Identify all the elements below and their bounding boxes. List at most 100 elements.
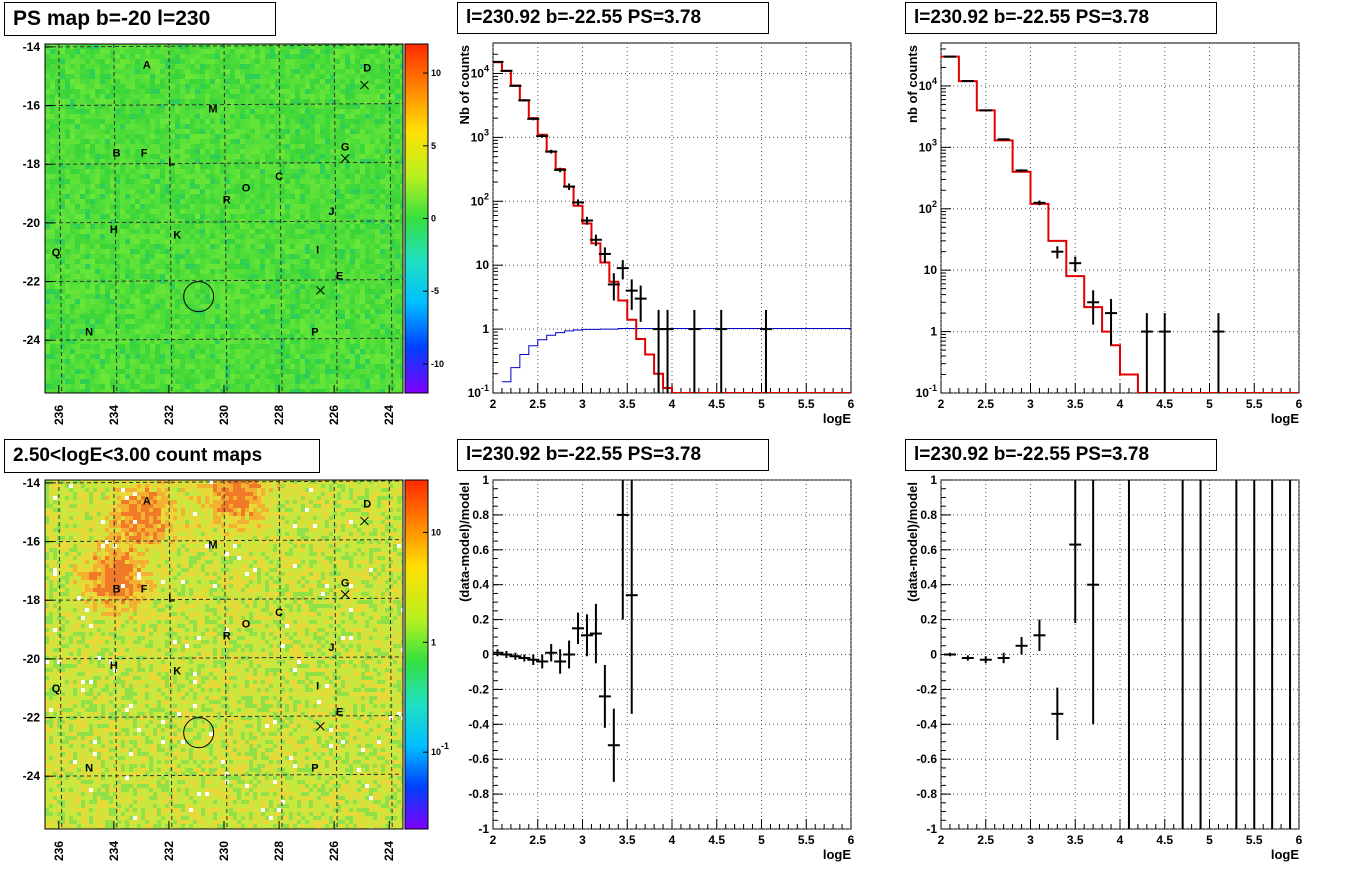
map_ps-pixel [255, 124, 260, 129]
map_ps-pixel [200, 319, 205, 324]
map_ps-pixel [250, 379, 255, 384]
map_ps-pixel [310, 244, 315, 249]
map_ps-pixel [45, 134, 50, 139]
map_ps-pixel [355, 169, 360, 174]
map_ps-pixel [305, 369, 310, 374]
map_ps-pixel [200, 84, 205, 89]
map_ps-pixel [280, 299, 285, 304]
map_ps-pixel [270, 244, 275, 249]
map_ps-pixel [275, 304, 280, 309]
map_ps-pixel [55, 254, 60, 259]
map_ps-pixel [225, 179, 230, 184]
map_ps-pixel [115, 239, 120, 244]
map_ps-pixel [280, 309, 285, 314]
map_ps-pixel [375, 274, 380, 279]
map_ps-pixel [185, 79, 190, 84]
map_ps-pixel [50, 169, 55, 174]
map_ps-pixel [110, 109, 115, 114]
map_ps-pixel [100, 284, 105, 289]
map_ps-pixel [290, 329, 295, 334]
map_ps-pixel [190, 144, 195, 149]
map_ps-pixel [275, 99, 280, 104]
map_ps-pixel [125, 219, 130, 224]
map_ps-pixel [350, 294, 355, 299]
map_ps-pixel [365, 169, 370, 174]
map_ps-pixel [290, 69, 295, 74]
map_ps-pixel [175, 154, 180, 159]
map_ps-pixel [325, 379, 330, 384]
map_ps-pixel [370, 364, 375, 369]
map_ps-pixel [330, 184, 335, 189]
map_ps-pixel [110, 199, 115, 204]
map_ps-pixel [255, 94, 260, 99]
map_ps-pixel [85, 244, 90, 249]
map_ps-pixel [340, 49, 345, 54]
map_ps-pixel [125, 79, 130, 84]
map_ps-pixel [125, 359, 130, 364]
map_ps-pixel [75, 269, 80, 274]
map_ps-pixel [340, 289, 345, 294]
map_ps-pixel [140, 94, 145, 99]
map_ps-pixel [255, 359, 260, 364]
map_ps-pixel [80, 99, 85, 104]
map_ps-pixel [75, 344, 80, 349]
map_ps-pixel [395, 234, 400, 239]
map_ps-pixel [205, 359, 210, 364]
map_ps-pixel [310, 254, 315, 259]
map_ps-pixel [90, 354, 95, 359]
map_ps-pixel [45, 264, 50, 269]
map_ps-pixel [155, 224, 160, 229]
map_ps-pixel [365, 284, 370, 289]
map_ps-pixel [395, 149, 400, 154]
map_ps-pixel [250, 279, 255, 284]
map_ps-pixel [295, 299, 300, 304]
map_ps-pixel [95, 164, 100, 169]
map_ps-pixel [280, 254, 285, 259]
map_ps-pixel [95, 94, 100, 99]
map_ps-pixel [380, 94, 385, 99]
map_ps-pixel [285, 179, 290, 184]
map_ps-pixel [305, 79, 310, 84]
map_ps-pixel [290, 199, 295, 204]
map_ps-pixel [115, 329, 120, 334]
map_ps-pixel [215, 114, 220, 119]
map_ps-pixel [120, 209, 125, 214]
map_ps-pixel [255, 214, 260, 219]
map_ps-pixel [190, 224, 195, 229]
map_ps-pixel [175, 144, 180, 149]
map_ps-pixel [260, 369, 265, 374]
map_ps-pixel [295, 384, 300, 389]
map_ps-pixel [270, 209, 275, 214]
map_ps-pixel [210, 149, 215, 154]
map_ps-pixel [250, 374, 255, 379]
map_ps-pixel [320, 94, 325, 99]
map_ps-pixel [100, 344, 105, 349]
map_ps-pixel [185, 194, 190, 199]
map_ps-pixel [185, 114, 190, 119]
map_ps-pixel [300, 69, 305, 74]
map_ps-pixel [295, 114, 300, 119]
map_ps-pixel [230, 174, 235, 179]
map_ps-pixel [350, 219, 355, 224]
map_ps-pixel [195, 329, 200, 334]
map_ps-pixel [385, 219, 390, 224]
map_ps-pixel [200, 329, 205, 334]
map_ps-pixel [145, 49, 150, 54]
map_ps-pixel [370, 179, 375, 184]
map_ps-pixel [165, 274, 170, 279]
map_ps-pixel [305, 364, 310, 369]
map_ps-pixel [175, 344, 180, 349]
map_ps-pixel [400, 209, 403, 214]
map_ps-pixel [285, 299, 290, 304]
map_ps-pixel [240, 309, 245, 314]
map_ps-pixel [300, 74, 305, 79]
map_ps-pixel [390, 64, 395, 69]
map_ps-pixel [345, 44, 350, 49]
map_ps-pixel [320, 209, 325, 214]
map_ps-pixel [390, 259, 395, 264]
map_ps-pixel [315, 354, 320, 359]
map_ps-pixel [210, 54, 215, 59]
map_ps-pixel [220, 379, 225, 384]
map_ps-pixel [210, 84, 215, 89]
map_ps-pixel [245, 339, 250, 344]
